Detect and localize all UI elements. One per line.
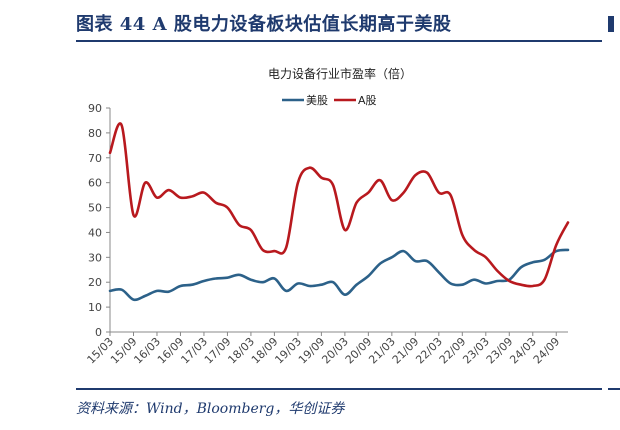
y-tick-label: 90 [88, 102, 102, 115]
y-tick-label: 20 [88, 276, 102, 289]
y-tick-label: 60 [88, 177, 102, 190]
figure-title: 图表 44 A 股电力设备板块估值长期高于美股 [76, 14, 452, 35]
adjacent-figure-rule [608, 388, 620, 390]
axes: 010203040506070809015/0315/0916/0316/091… [85, 102, 568, 367]
chart-title: 电力设备行业市盈率（倍） [268, 66, 412, 81]
title-rule [76, 40, 602, 42]
x-tick-label: 24/09 [531, 335, 563, 367]
series-line-0 [108, 248, 570, 302]
y-tick-label: 30 [88, 251, 102, 264]
legend: 美股 A股 [282, 94, 377, 107]
legend-label-0: 美股 [306, 94, 328, 107]
y-tick-label: 40 [88, 226, 102, 239]
legend-label-1: A股 [358, 94, 377, 107]
series-lines [108, 122, 570, 302]
y-tick-label: 0 [95, 326, 102, 339]
source-note: 资料来源：Wind，Bloomberg，华创证券 [76, 401, 345, 417]
source-rule [76, 388, 602, 390]
y-tick-label: 70 [88, 152, 102, 165]
y-tick-label: 80 [88, 127, 102, 140]
y-tick-label: 10 [88, 301, 102, 314]
adjacent-figure-edge [608, 16, 614, 32]
series-line-1 [108, 122, 570, 288]
pe-line-chart: 电力设备行业市盈率（倍） 美股 A股 010203040506070809015/… [85, 66, 570, 367]
y-tick-label: 50 [88, 202, 102, 215]
